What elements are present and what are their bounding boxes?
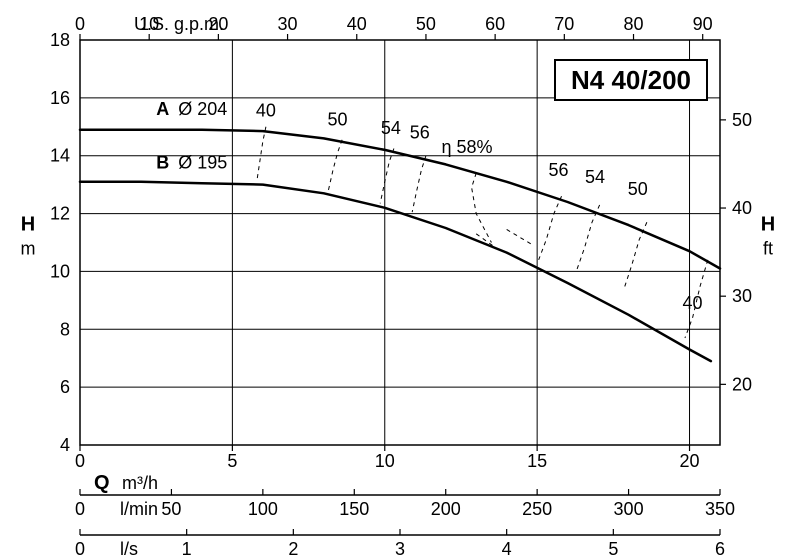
chart-title: N4 40/200 — [571, 65, 691, 95]
y-left-tick: 8 — [60, 319, 70, 339]
iso-efficiency-label: η 58% — [442, 137, 493, 157]
y-left-tick: 14 — [50, 146, 70, 166]
x-top-tick: 0 — [75, 14, 85, 34]
x-lmin-tick: 150 — [339, 499, 369, 519]
x-top-tick: 70 — [554, 14, 574, 34]
y-right-label: H — [761, 214, 775, 236]
iso-efficiency-label: 56 — [548, 160, 568, 180]
x-lmin-tick: 300 — [614, 499, 644, 519]
x-m3h-tick: 20 — [680, 451, 700, 471]
y-left-tick: 6 — [60, 377, 70, 397]
x-top-tick: 60 — [485, 14, 505, 34]
y-left-unit: m — [21, 239, 36, 259]
x-top-tick: 30 — [278, 14, 298, 34]
x-ls-unit: l/s — [120, 539, 138, 559]
y-right-tick: 50 — [732, 110, 752, 130]
x-lmin-tick: 350 — [705, 499, 735, 519]
x-lmin-tick: 200 — [431, 499, 461, 519]
iso-efficiency-label: 54 — [381, 118, 401, 138]
y-left-tick: 10 — [50, 261, 70, 281]
iso-efficiency-label: 56 — [410, 122, 430, 142]
chart-svg: 46810121416180102030405060708090U.S. g.p… — [0, 0, 786, 560]
x-ls-tick: 5 — [608, 539, 618, 559]
x-m3h-tick: 5 — [227, 451, 237, 471]
y-left-tick: 12 — [50, 204, 70, 224]
x-top-tick: 90 — [693, 14, 713, 34]
x-lmin-unit: l/min — [120, 499, 158, 519]
x-ls-tick: 3 — [395, 539, 405, 559]
iso-efficiency-label: 50 — [328, 109, 348, 129]
x-lmin-tick: 250 — [522, 499, 552, 519]
x-lmin-tick: 0 — [75, 499, 85, 519]
x-lmin-tick: 50 — [161, 499, 181, 519]
y-right-tick: 40 — [732, 198, 752, 218]
y-left-label: H — [21, 214, 35, 236]
y-right-tick: 30 — [732, 286, 752, 306]
x-m3h-unit: m³/h — [122, 473, 158, 493]
iso-efficiency-label: 40 — [683, 293, 703, 313]
y-left-tick: 16 — [50, 88, 70, 108]
x-m3h-tick: 0 — [75, 451, 85, 471]
x-ls-tick: 4 — [502, 539, 512, 559]
iso-efficiency-label: 40 — [256, 101, 276, 121]
y-left-tick: 18 — [50, 30, 70, 50]
x-m3h-tick: 15 — [527, 451, 547, 471]
iso-efficiency-label: 50 — [628, 179, 648, 199]
x-q-label: Q — [94, 472, 110, 494]
y-right-tick: 20 — [732, 374, 752, 394]
curve-dia-A: Ø 204 — [178, 99, 227, 119]
x-m3h-tick: 10 — [375, 451, 395, 471]
x-ls-tick: 1 — [182, 539, 192, 559]
x-lmin-tick: 100 — [248, 499, 278, 519]
x-top-tick: 40 — [347, 14, 367, 34]
pump-curve-chart: 46810121416180102030405060708090U.S. g.p… — [0, 0, 786, 560]
x-top-unit: U.S. g.p.m. — [134, 14, 224, 34]
curve-dia-B: Ø 195 — [178, 153, 227, 173]
y-left-tick: 4 — [60, 435, 70, 455]
x-top-tick: 80 — [623, 14, 643, 34]
x-ls-tick: 2 — [288, 539, 298, 559]
x-ls-tick: 6 — [715, 539, 725, 559]
iso-efficiency-label: 54 — [585, 167, 605, 187]
curve-label-B: B — [156, 153, 169, 173]
x-ls-tick: 0 — [75, 539, 85, 559]
x-top-tick: 50 — [416, 14, 436, 34]
curve-label-A: A — [156, 99, 169, 119]
y-right-unit: ft — [763, 239, 773, 259]
